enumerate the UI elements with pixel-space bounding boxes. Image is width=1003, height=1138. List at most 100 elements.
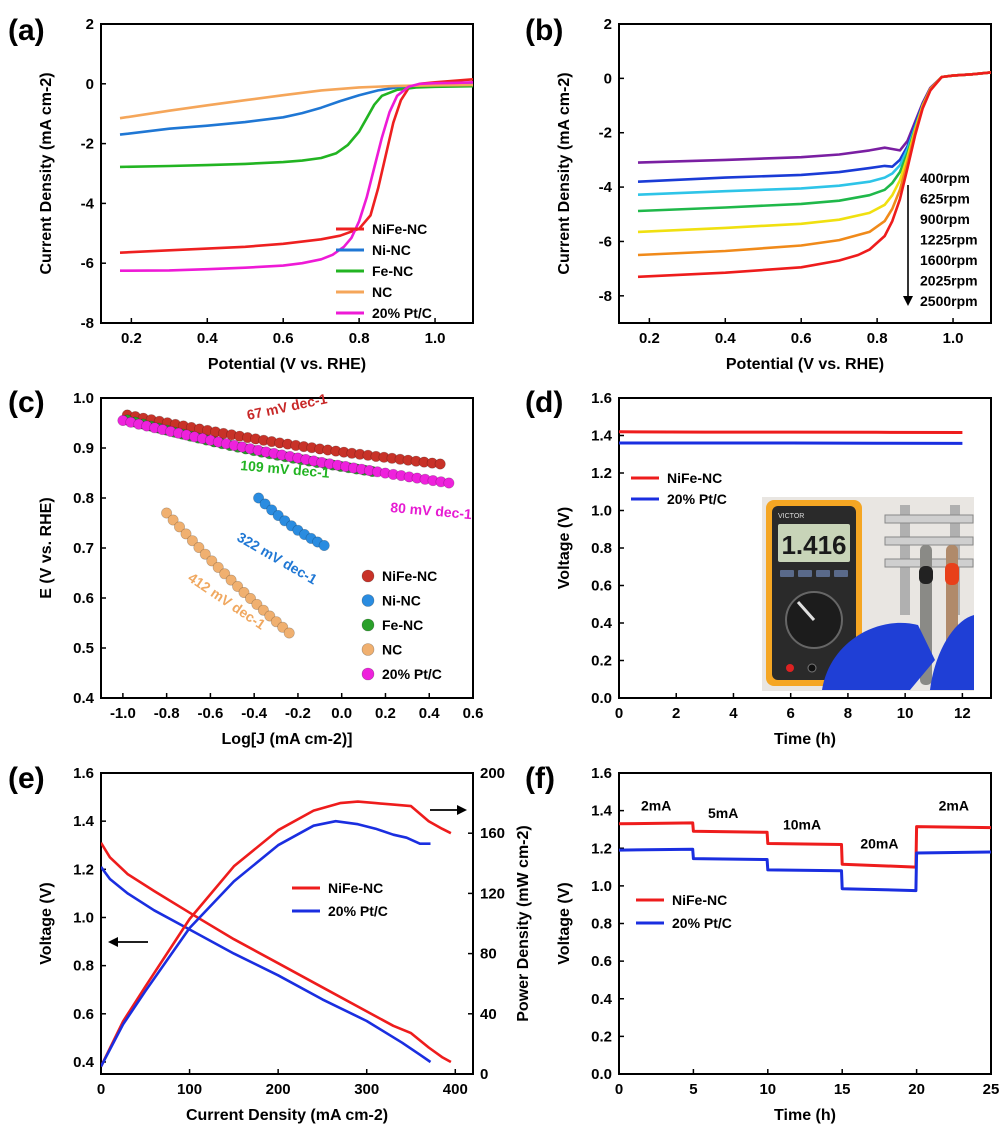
- y-tick-label: -8: [81, 315, 94, 332]
- x-tick-label: 0: [615, 1081, 623, 1098]
- y2-tick-label: 120: [480, 885, 505, 902]
- probe-tip-red: [945, 563, 959, 585]
- scatter-point: [206, 555, 218, 567]
- series-line-nife-nc: [619, 430, 963, 434]
- x-tick-label: 1.0: [425, 330, 446, 347]
- y-tick-label: 2: [604, 16, 612, 33]
- y-tick-label: 0.0: [591, 690, 612, 707]
- dial-pointer: [796, 601, 816, 621]
- rpm-label: 625rpm: [920, 191, 970, 207]
- x-tick-label: 25: [983, 1081, 1000, 1098]
- y-tick-label: 1.6: [73, 765, 94, 782]
- glove-right: [930, 615, 974, 690]
- y-tick-label: 0.8: [73, 958, 94, 975]
- y-tick-label: 1.6: [591, 390, 612, 407]
- y-tick-label: 0.8: [591, 916, 612, 933]
- y-tick-label: -6: [81, 255, 94, 272]
- series-line-nife-nc: [101, 842, 452, 1064]
- x-tick-label: 0.4: [715, 330, 737, 347]
- y-tick-label: 0.2: [591, 653, 612, 670]
- panel-e: (e)0 100 200 300 4000.40.60.81.01.21.41.6Cur…: [8, 762, 532, 1124]
- y-axis-title: Current Density (mA cm-2): [556, 72, 573, 274]
- panel-label: (d): [525, 386, 563, 419]
- rpm-label: 400rpm: [920, 170, 970, 186]
- series-line-2500rpm: [637, 71, 991, 279]
- x-tick-label: 15: [834, 1081, 851, 1098]
- y-tick-label: -8: [599, 288, 612, 305]
- x-tick-label: 200: [266, 1081, 291, 1098]
- scatter-point: [199, 548, 211, 560]
- legend-swatch: [361, 618, 375, 632]
- scatter-point: [180, 528, 192, 540]
- scatter-point: [161, 507, 173, 519]
- y-tick-label: -2: [599, 125, 612, 142]
- legend-label: Ni-NC: [372, 242, 411, 258]
- y-tick-label: 0.6: [591, 953, 612, 970]
- plot-frame: [100, 23, 474, 324]
- y-tick-label: 0.6: [73, 590, 94, 607]
- panel-label: (b): [525, 14, 563, 47]
- rpm-label: 1600rpm: [920, 252, 978, 268]
- cell-plate: [884, 514, 974, 524]
- series-line-20-pt-c: [619, 847, 991, 893]
- panel-b: (b) 0.2 0.4 0.6 0.8 1.0 -8 -6 -4 -2 0 2 Potential (V…: [525, 14, 992, 373]
- rpm-label: 1225rpm: [920, 232, 978, 248]
- arrow-right-head: [457, 805, 467, 815]
- x-axis-title: Time (h): [774, 1107, 836, 1124]
- multimeter-photo: VICTOR 1.416: [762, 497, 974, 691]
- rpm-label: 900rpm: [920, 211, 970, 227]
- x-tick-label: 300: [354, 1081, 379, 1098]
- scatter-point: [167, 514, 179, 526]
- glove-left: [822, 622, 935, 690]
- y-tick-label: -2: [81, 136, 94, 153]
- x-tick-label: -0.4: [241, 705, 268, 722]
- legend-label: Ni-NC: [382, 593, 421, 609]
- scatter-point: [174, 521, 186, 533]
- plot-frame: [618, 23, 992, 324]
- x-tick-label: 0.6: [463, 705, 484, 722]
- plot-frame: [100, 772, 474, 1075]
- slope-annotation: 67 mV dec-1: [245, 390, 328, 423]
- jack: [807, 663, 817, 673]
- rpm-label: 2025rpm: [920, 273, 978, 289]
- legend-label: NC: [372, 284, 392, 300]
- y-tick-label: 0.6: [73, 1006, 94, 1023]
- x-tick-label: 0.6: [273, 330, 294, 347]
- scatter-point: [443, 477, 455, 489]
- x-tick-label: 0: [615, 705, 623, 722]
- y2-tick-label: 40: [480, 1006, 497, 1023]
- probe-tip-black: [919, 566, 933, 584]
- scatter-point: [225, 574, 237, 586]
- x-tick-label: 10: [897, 705, 914, 722]
- y-axis-title: Current Density (mA cm-2): [38, 72, 55, 274]
- x-tick-label: 0.2: [639, 330, 660, 347]
- y-tick-label: -4: [599, 179, 613, 196]
- legend-label: NiFe-NC: [667, 470, 722, 486]
- scatter-point: [434, 458, 446, 470]
- multimeter-display: [778, 524, 850, 562]
- y-tick-label: 1.6: [591, 765, 612, 782]
- y2-axis-title: Power Density (mW cm-2): [515, 825, 532, 1021]
- y-tick-label: 1.0: [591, 878, 612, 895]
- scatter-point: [212, 561, 224, 573]
- series-line-20-pt-c: [119, 81, 473, 272]
- legend-swatch: [361, 569, 375, 583]
- scatter-point: [193, 541, 205, 553]
- y-tick-label: 0.7: [73, 540, 94, 557]
- multimeter-button: [798, 570, 812, 577]
- x-tick-label: 6: [787, 705, 795, 722]
- y-tick-label: 1.0: [73, 390, 94, 407]
- x-tick-label: -0.6: [197, 705, 223, 722]
- y-tick-label: 0.4: [73, 1054, 95, 1071]
- arrow-left-head: [108, 937, 118, 947]
- x-tick-label: 12: [954, 705, 971, 722]
- multimeter-button: [780, 570, 794, 577]
- x-tick-label: 0.0: [331, 705, 352, 722]
- x-tick-label: 0.4: [419, 705, 441, 722]
- x-tick-label: 0.8: [349, 330, 370, 347]
- series-line-400rpm: [637, 71, 991, 164]
- y-tick-label: 0.5: [73, 640, 94, 657]
- y-tick-label: 1.4: [591, 428, 613, 445]
- segment-label: 5mA: [708, 805, 738, 821]
